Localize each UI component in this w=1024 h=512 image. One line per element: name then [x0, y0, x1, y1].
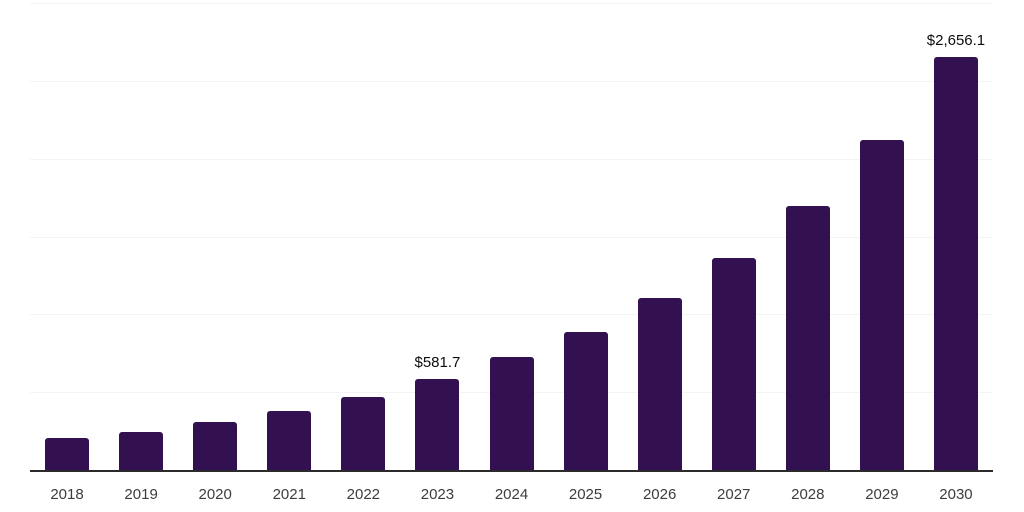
bar-2018 — [45, 437, 90, 470]
gridline-2000 — [30, 158, 993, 160]
x-axis-label-2029: 2029 — [865, 486, 899, 503]
x-axis-label-2021: 2021 — [272, 486, 306, 503]
gridline-1500 — [30, 236, 993, 238]
bar-2022 — [341, 397, 386, 470]
bar-2024 — [489, 357, 534, 470]
bar-2028 — [785, 206, 830, 470]
bar-2025 — [563, 332, 608, 470]
x-axis-label-2019: 2019 — [124, 486, 158, 503]
bar-2020 — [193, 421, 238, 470]
bar-2026 — [637, 298, 682, 470]
x-axis-label-2028: 2028 — [791, 486, 825, 503]
value-label-2030: $2,656.1 — [926, 31, 986, 49]
gridline-3000 — [30, 3, 993, 4]
x-axis-label-2027: 2027 — [717, 486, 751, 503]
x-axis-label-2020: 2020 — [198, 486, 232, 503]
bar-2027 — [711, 258, 756, 470]
value-label-2023: $581.7 — [414, 354, 461, 372]
x-axis-label-2025: 2025 — [568, 486, 603, 503]
x-axis-line — [30, 470, 993, 472]
x-axis-label-2023: 2023 — [420, 486, 455, 503]
bar-2021 — [267, 410, 312, 470]
bar-2030 — [933, 56, 978, 470]
bar-2019 — [119, 431, 164, 470]
x-axis-label-2018: 2018 — [50, 486, 84, 503]
bar-2023 — [415, 379, 460, 470]
bar-2029 — [859, 139, 904, 470]
gridline-2500 — [30, 80, 993, 82]
x-axis-label-2022: 2022 — [346, 486, 381, 503]
x-axis-label-2024: 2024 — [494, 486, 529, 503]
gridline-1000 — [30, 314, 993, 316]
x-axis-label-2026: 2026 — [642, 486, 677, 503]
x-axis-label-2030: 2030 — [939, 486, 973, 503]
plot-area: 2018 2019 2020 2021 2022 2023 $581.7 2024 2025 20… — [30, 3, 993, 503]
